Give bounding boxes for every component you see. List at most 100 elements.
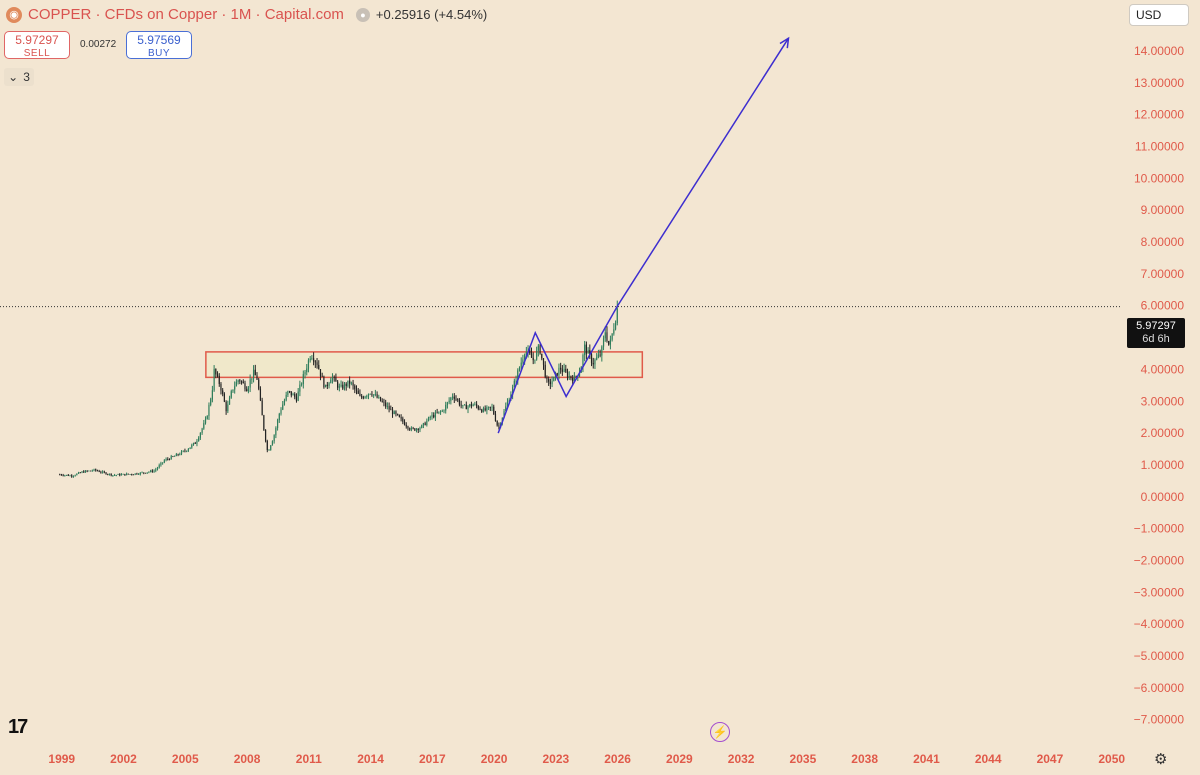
candle-body (316, 362, 318, 365)
market-status-icon: ● (355, 7, 370, 22)
lightning-icon[interactable]: ⚡ (710, 722, 730, 742)
candle-body (608, 340, 610, 345)
y-tick-label: 1.00000 (1141, 458, 1185, 472)
candle-body (287, 391, 289, 395)
candle-body (330, 379, 332, 384)
candle-body (77, 472, 80, 474)
candle-body (268, 449, 270, 451)
candle-body (124, 473, 126, 476)
candle-body (352, 382, 354, 386)
symbol-title[interactable]: COPPER · CFDs on Copper · 1M · Capital.c… (28, 6, 344, 23)
candle-body (288, 391, 291, 392)
candle-body (203, 423, 205, 429)
candle-body (105, 472, 107, 475)
candle-body (240, 381, 243, 383)
sell-button[interactable]: 5.97297 SELL (4, 31, 70, 59)
candle-body (213, 368, 215, 391)
candle-body (553, 376, 555, 382)
candle-body (472, 404, 474, 407)
candle-body (313, 358, 315, 362)
x-tick-label: 2044 (975, 752, 1002, 766)
candle-body (479, 408, 481, 410)
candle-body (258, 379, 260, 389)
candle-body (402, 418, 404, 422)
y-tick-label: −3.00000 (1134, 585, 1185, 599)
x-tick-label: 2032 (728, 752, 755, 766)
candle-body (477, 406, 479, 409)
tradingview-logo[interactable]: 17 (8, 716, 28, 738)
candle-body (364, 396, 366, 399)
projection-line (497, 37, 790, 434)
candle-body (357, 390, 359, 394)
y-tick-label: −4.00000 (1134, 617, 1185, 631)
candle-body (345, 383, 347, 387)
candle-body (558, 367, 560, 376)
candle-body (162, 462, 164, 464)
candle-body (273, 435, 275, 442)
candle-body (117, 474, 119, 475)
candle-body (297, 391, 299, 401)
candle-body (548, 379, 550, 382)
candle-body (414, 428, 416, 431)
candle-body (541, 353, 543, 359)
candle-body (319, 369, 322, 377)
candle-body (378, 397, 380, 398)
currency-select[interactable]: USD (1129, 4, 1189, 26)
candle-body (453, 396, 455, 399)
copper-symbol-icon[interactable]: ◉ (6, 6, 22, 23)
candle-body (475, 403, 478, 407)
candle-body (560, 367, 562, 370)
candle-body (602, 338, 605, 347)
candle-body (182, 450, 184, 452)
y-tick-label: 0.00000 (1141, 490, 1185, 504)
candle-body (67, 474, 69, 476)
candle-body (175, 454, 177, 457)
candle-body (239, 380, 241, 382)
candle-body (539, 345, 541, 354)
candle-body (304, 372, 306, 375)
candle-body (285, 394, 287, 401)
candle-body (112, 475, 114, 476)
time-axis-bar (0, 742, 1200, 775)
candle-body (263, 415, 265, 430)
candle-body (196, 440, 198, 444)
candle-body (237, 380, 239, 382)
candle-body (405, 424, 407, 427)
candle-body (443, 410, 445, 412)
candle-body (141, 472, 143, 474)
candle-body (89, 470, 92, 472)
candle-body (361, 395, 363, 398)
settings-gear-icon[interactable]: ⚙ (1154, 751, 1168, 768)
candle-body (488, 406, 490, 408)
candle-body (433, 415, 435, 418)
candle-body (493, 406, 495, 415)
candle-body (400, 417, 402, 419)
candle-body (337, 381, 339, 388)
candle-body (271, 441, 274, 446)
candle-body (441, 410, 443, 412)
x-tick-label: 2026 (604, 752, 631, 766)
buy-button[interactable]: 5.97569 BUY (126, 31, 192, 59)
candle-body (391, 409, 394, 415)
candle-body (518, 367, 521, 371)
candle-body (551, 381, 553, 385)
candle-body (194, 442, 196, 444)
candle-body (601, 346, 603, 356)
candle-body (354, 385, 356, 390)
candle-body (234, 386, 236, 390)
candle-body (362, 397, 364, 399)
candle-body (74, 475, 76, 476)
candle-body (115, 474, 117, 476)
candle-body (566, 371, 569, 378)
candle-body (381, 401, 383, 402)
candle-body (103, 471, 105, 473)
candle-body (278, 413, 280, 420)
candle-body (323, 376, 325, 388)
candle-body (84, 470, 87, 473)
indicators-toggle[interactable]: ⌄ 3 (4, 68, 34, 86)
candle-body (458, 400, 461, 405)
candle-body (174, 456, 176, 457)
candle-body (390, 409, 392, 411)
resistance-zone (205, 351, 644, 379)
